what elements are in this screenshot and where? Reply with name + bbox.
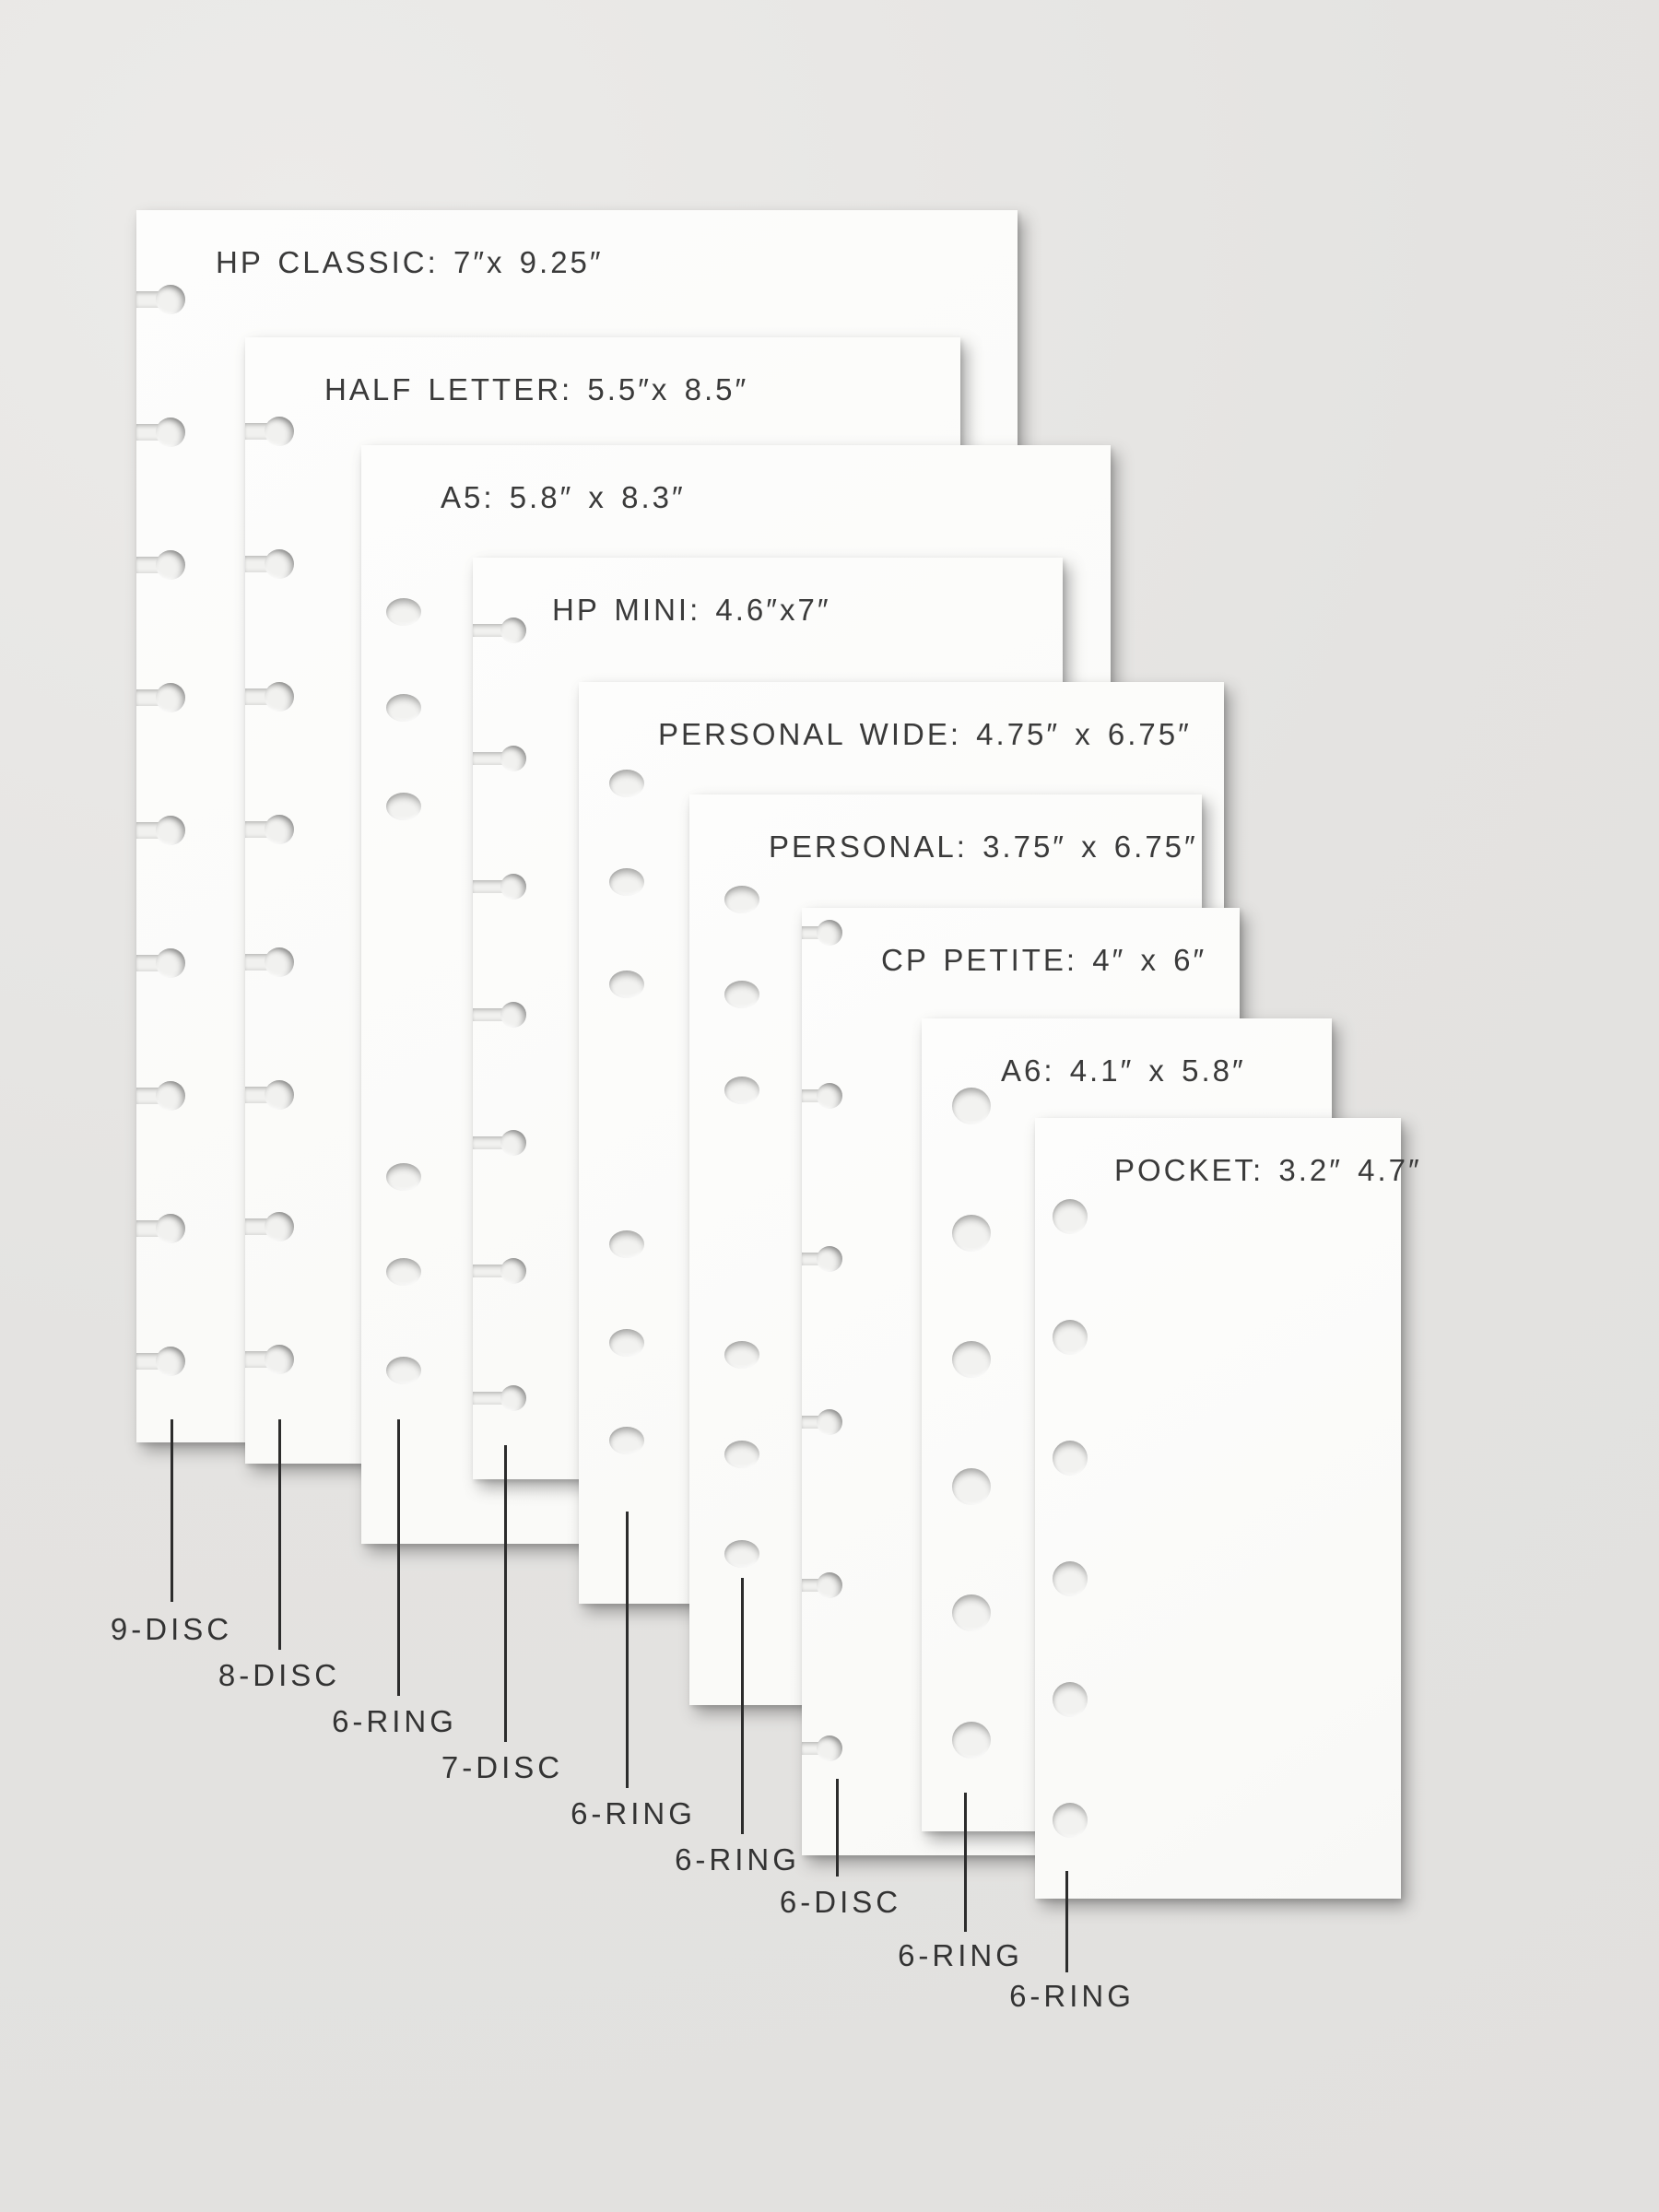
disc-notch-hole: [156, 1214, 185, 1243]
disc-notch-hole: [500, 746, 526, 771]
ring-hole: [952, 1215, 991, 1252]
disc-notch-hole: [265, 549, 294, 579]
ring-hole: [1053, 1803, 1088, 1838]
binding-label-hp-mini: 7-DISC: [441, 1750, 564, 1784]
leader-line-half-letter: [277, 1419, 281, 1650]
ring-hole: [386, 1357, 421, 1384]
ring-hole: [1053, 1561, 1088, 1596]
leader-line-hp-mini: [503, 1445, 507, 1742]
ring-hole: [1053, 1682, 1088, 1717]
ring-hole: [386, 793, 421, 820]
sheet-title-hp-classic: HP CLASSIC: 7″x 9.25″: [216, 245, 604, 279]
disc-notch-hole: [500, 1002, 526, 1028]
disc-notch-stem: [473, 1392, 508, 1405]
leader-line-personal-wide: [625, 1512, 629, 1788]
binding-label-half-letter: 8-DISC: [218, 1658, 341, 1692]
disc-notch-hole: [265, 682, 294, 712]
ring-hole: [724, 1341, 759, 1369]
disc-notch-hole: [500, 874, 526, 900]
leader-line-pocket: [1065, 1871, 1068, 1972]
disc-notch-hole: [156, 1347, 185, 1376]
binding-label-a6: 6-RING: [898, 1938, 1023, 1972]
disc-notch-hole: [265, 947, 294, 977]
disc-notch-hole: [156, 816, 185, 845]
disc-notch-stem: [473, 752, 508, 765]
disc-notch-hole: [265, 1345, 294, 1374]
ring-hole: [952, 1088, 991, 1124]
binding-label-a5: 6-RING: [332, 1704, 457, 1738]
ring-hole: [952, 1468, 991, 1505]
binding-label-personal: 6-RING: [675, 1842, 800, 1877]
ring-hole: [609, 971, 644, 998]
ring-hole: [952, 1594, 991, 1631]
sheet-title-personal: PERSONAL: 3.75″ x 6.75″: [769, 830, 1198, 864]
disc-notch-hole: [156, 1081, 185, 1111]
disc-notch-hole: [156, 418, 185, 447]
ring-hole: [952, 1722, 991, 1759]
ring-hole: [952, 1341, 991, 1378]
ring-hole: [386, 598, 421, 626]
leader-line-a5: [396, 1419, 400, 1696]
leader-line-a6: [963, 1793, 967, 1932]
disc-notch-hole: [817, 920, 842, 946]
sheet-title-personal-wide: PERSONAL WIDE: 4.75″ x 6.75″: [658, 717, 1192, 751]
ring-hole: [724, 981, 759, 1008]
disc-notch-hole: [265, 1080, 294, 1110]
ring-hole: [386, 1258, 421, 1286]
disc-notch-hole: [817, 1409, 842, 1435]
binding-label-personal-wide: 6-RING: [571, 1796, 696, 1830]
disc-notch-hole: [500, 1130, 526, 1156]
disc-notch-hole: [156, 948, 185, 978]
sheet-title-a5: A5: 5.8″ x 8.3″: [441, 480, 686, 514]
disc-notch-hole: [156, 285, 185, 314]
ring-hole: [386, 1163, 421, 1191]
ring-hole: [1053, 1320, 1088, 1355]
disc-notch-hole: [500, 1385, 526, 1411]
disc-notch-stem: [473, 880, 508, 893]
sheet-title-cp-petite: CP PETITE: 4″ x 6″: [881, 943, 1207, 977]
ring-hole: [609, 1427, 644, 1454]
binding-label-pocket: 6-RING: [1009, 1979, 1135, 2013]
binding-label-cp-petite: 6-DISC: [779, 1885, 902, 1919]
ring-hole: [1053, 1199, 1088, 1234]
disc-notch-hole: [817, 1572, 842, 1598]
disc-notch-hole: [265, 815, 294, 844]
ring-hole: [609, 1329, 644, 1357]
leader-line-cp-petite: [835, 1779, 839, 1877]
disc-notch-hole: [500, 618, 526, 643]
sheet-title-half-letter: HALF LETTER: 5.5″x 8.5″: [324, 372, 749, 406]
ring-hole: [724, 1540, 759, 1568]
disc-notch-hole: [265, 1212, 294, 1241]
disc-notch-hole: [817, 1083, 842, 1109]
leader-line-hp-classic: [170, 1419, 173, 1602]
disc-notch-hole: [817, 1735, 842, 1761]
ring-hole: [724, 1077, 759, 1104]
disc-notch-hole: [156, 683, 185, 712]
disc-notch-stem: [473, 1265, 508, 1277]
ring-hole: [1053, 1441, 1088, 1476]
ring-hole: [609, 770, 644, 797]
leader-line-personal: [740, 1578, 744, 1834]
sheet-title-a6: A6: 4.1″ x 5.8″: [1001, 1053, 1246, 1088]
sheet-title-hp-mini: HP MINI: 4.6″x7″: [552, 593, 831, 627]
sheet-title-pocket: POCKET: 3.2″ 4.7″: [1114, 1153, 1422, 1187]
binding-label-hp-classic: 9-DISC: [110, 1612, 233, 1646]
ring-hole: [724, 1441, 759, 1468]
disc-notch-hole: [265, 417, 294, 446]
ring-hole: [386, 694, 421, 722]
ring-hole: [609, 1230, 644, 1258]
disc-notch-stem: [473, 1008, 508, 1021]
sheet-pocket: POCKET: 3.2″ 4.7″: [1035, 1118, 1419, 1899]
disc-notch-hole: [156, 550, 185, 580]
ring-hole: [609, 868, 644, 896]
disc-notch-hole: [817, 1246, 842, 1272]
disc-notch-stem: [473, 624, 508, 637]
disc-notch-stem: [473, 1136, 508, 1149]
ring-hole: [724, 886, 759, 913]
disc-notch-hole: [500, 1258, 526, 1284]
